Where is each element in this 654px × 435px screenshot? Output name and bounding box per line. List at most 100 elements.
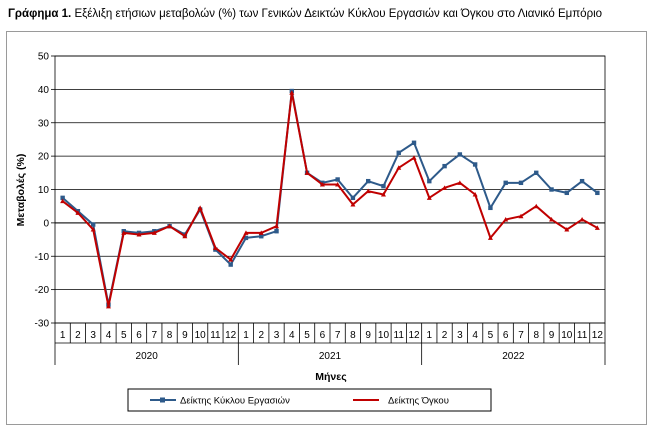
data-point-volume (365, 188, 371, 194)
data-point-volume (212, 245, 218, 250)
x-tick-label: 7 (518, 330, 524, 341)
data-point-turnover (564, 190, 570, 196)
data-point-volume (136, 232, 142, 237)
data-point-volume (319, 181, 325, 187)
x-tick-label: 10 (561, 330, 573, 341)
chart-title-text: Εξέλιξη ετήσιων μεταβολών (%) των Γενικώ… (74, 8, 603, 20)
data-point-turnover (518, 180, 524, 186)
data-point-turnover (411, 140, 417, 145)
y-tick-label: 10 (38, 185, 50, 196)
x-tick-label: 8 (533, 330, 539, 341)
data-point-volume (564, 227, 570, 232)
x-tick-label: 5 (304, 330, 310, 341)
data-point-turnover (534, 170, 539, 176)
x-tick-label: 10 (378, 330, 390, 341)
data-point-volume (411, 155, 417, 160)
data-point-turnover (365, 178, 371, 184)
data-point-turnover (335, 177, 340, 182)
x-tick-label: 10 (195, 330, 207, 341)
data-point-volume (274, 223, 280, 229)
data-point-volume (151, 230, 157, 235)
data-point-volume (457, 180, 463, 185)
gridlines (55, 55, 605, 324)
legend-label-turnover: Δείκτης Κύκλου Εργασιών (180, 396, 290, 407)
x-tick-label: 12 (592, 330, 604, 341)
x-tick-label: 3 (457, 330, 463, 341)
data-point-turnover (549, 187, 554, 192)
x-tick-label: 4 (472, 330, 478, 341)
chart-title: Γράφημα 1. Εξέλιξη ετήσιων μεταβολών (%)… (8, 8, 602, 20)
data-point-volume (487, 235, 493, 240)
data-point-turnover (60, 195, 65, 201)
x-tick-label: 1 (243, 330, 249, 341)
data-point-turnover (274, 229, 279, 234)
data-point-volume (182, 233, 188, 239)
series-line-0 (61, 90, 598, 306)
x-tick-label: 2 (258, 330, 264, 341)
y-tick-label: 40 (38, 85, 50, 96)
x-tick-label: 7 (152, 330, 158, 341)
data-point-volume (380, 192, 386, 197)
data-point-volume (426, 195, 432, 200)
data-point-volume (442, 185, 448, 190)
chart-frame (6, 31, 647, 425)
data-point-turnover (243, 235, 249, 241)
data-point-volume (289, 90, 295, 95)
data-point-volume (594, 225, 600, 230)
data-point-volume (335, 181, 341, 187)
data-point-turnover (427, 178, 432, 184)
x-tick-label: 6 (320, 330, 326, 341)
x-tick-label: 12 (225, 330, 237, 341)
legend-box (127, 388, 492, 412)
data-point-turnover (488, 205, 493, 211)
legend-marker-turnover (160, 397, 165, 403)
data-point-volume (90, 227, 96, 232)
data-point-turnover (579, 178, 585, 184)
x-tick-label: 5 (488, 330, 494, 341)
x-tick-label: 2 (75, 330, 81, 341)
y-tick-label: -10 (35, 252, 50, 263)
data-point-turnover (457, 152, 463, 157)
data-point-turnover (442, 163, 447, 169)
x-tick-label: 4 (106, 330, 112, 341)
data-point-volume (518, 213, 524, 219)
x-tick-label: 1 (427, 330, 433, 341)
y-tick-label: 20 (38, 152, 50, 163)
data-point-volume (350, 202, 356, 207)
data-point-turnover (396, 150, 401, 155)
x-tick-label: 7 (335, 330, 341, 341)
data-point-turnover (595, 190, 600, 196)
legend-label-volume: Δείκτης Όγκου (388, 396, 449, 407)
data-point-volume (121, 230, 127, 235)
year-label: 2020 (136, 351, 159, 362)
x-tick-label: 11 (394, 330, 405, 341)
x-tick-label: 2 (442, 330, 448, 341)
data-point-volume (503, 217, 509, 222)
data-point-volume (75, 210, 81, 215)
x-tick-label: 1 (60, 330, 66, 341)
x-tick-label: 3 (90, 330, 96, 341)
data-point-volume (228, 257, 234, 262)
y-axis-title: Μεταβολές (%) (15, 154, 27, 227)
x-tick-label: 5 (121, 330, 127, 341)
data-point-turnover (228, 262, 233, 267)
x-tick-label: 11 (210, 330, 221, 341)
y-tick-label: -30 (35, 319, 50, 330)
x-tick-label: 9 (182, 330, 188, 341)
data-point-volume (533, 203, 539, 209)
x-tick-label: 9 (549, 330, 555, 341)
data-point-volume (105, 303, 111, 309)
data-point-turnover (381, 183, 386, 189)
data-point-volume (197, 205, 203, 210)
chart-title-prefix: Γράφημα 1. (8, 8, 72, 20)
data-point-turnover (90, 222, 96, 227)
x-tick-label: 6 (136, 330, 142, 341)
x-tick-label: 4 (289, 330, 295, 341)
y-axis-ticks: -30 -20 -10 0 10 20 30 40 50 (35, 52, 55, 330)
y-tick-label: -20 (35, 285, 50, 296)
x-tick-label: 8 (167, 330, 173, 341)
y-tick-label: 0 (43, 218, 49, 229)
data-point-volume (396, 165, 402, 170)
x-tick-label: 3 (274, 330, 280, 341)
